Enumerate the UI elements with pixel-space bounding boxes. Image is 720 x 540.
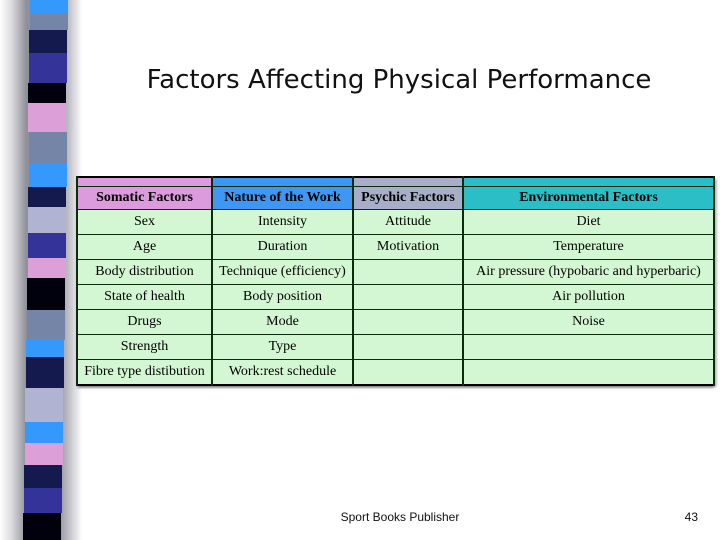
ribbon-block: [29, 163, 67, 187]
table-cell: Motivation: [352, 234, 464, 260]
table-header-row: Somatic Factors Nature of the Work Psychic…: [76, 186, 715, 210]
table-cell: Diet: [462, 209, 715, 235]
table-cell: Type: [211, 334, 354, 360]
table-cell: Work:rest schedule: [211, 359, 354, 386]
table-cell: Air pollution: [462, 284, 715, 310]
page-number: 43: [684, 510, 698, 524]
table-row: Age Duration Motivation Temperature: [76, 234, 715, 260]
strip-cell-col3: [462, 176, 715, 187]
factors-table: Somatic Factors Nature of the Work Psychic…: [76, 176, 715, 386]
ribbon-block: [25, 422, 63, 443]
ribbon-block: [29, 30, 67, 53]
strip-cell-col0: [76, 176, 213, 187]
table-cell: Age: [76, 234, 213, 260]
ribbon-block: [23, 513, 61, 540]
table-body: Somatic Factors Nature of the Work Psychic…: [76, 176, 715, 386]
header-cell-col1: Nature of the Work: [211, 186, 354, 210]
table-cell: Mode: [211, 309, 354, 335]
ribbon-block: [28, 207, 66, 233]
header-cell-col0: Somatic Factors: [76, 186, 213, 210]
table-row: Sex Intensity Attitude Diet: [76, 209, 715, 235]
header-cell-col3: Environmental Factors: [462, 186, 715, 210]
table-cell: Air pressure (hypobaric and hyperbaric): [462, 259, 715, 285]
left-ribbon-shadow: [0, 0, 82, 540]
table-cell: Attitude: [352, 209, 464, 235]
slide-title: Factors Affecting Physical Performance: [146, 65, 652, 95]
table-cell: Technique (efficiency): [211, 259, 354, 285]
table-row: Strength Type: [76, 334, 715, 360]
table-color-strip-row: [76, 176, 715, 187]
table-cell: [352, 359, 464, 386]
ribbon-block: [27, 310, 65, 340]
ribbon-block: [29, 53, 67, 83]
left-decorative-ribbon: [23, 0, 68, 540]
table-row: Body distribution Technique (efficiency) A…: [76, 259, 715, 285]
table-cell: Strength: [76, 334, 213, 360]
footer-text: Sport Books Publisher: [340, 510, 460, 524]
table-cell: [352, 309, 464, 335]
table-row: Drugs Mode Noise: [76, 309, 715, 335]
table-cell: Body position: [211, 284, 354, 310]
strip-cell-col2: [352, 176, 464, 187]
table-cell: Intensity: [211, 209, 354, 235]
ribbon-block: [28, 258, 66, 278]
table-cell: Temperature: [462, 234, 715, 260]
ribbon-block: [30, 0, 68, 13]
table-row: State of health Body position Air pollutio…: [76, 284, 715, 310]
ribbon-block: [24, 465, 62, 488]
table-cell: Body distribution: [76, 259, 213, 285]
table-cell: [352, 284, 464, 310]
ribbon-block: [28, 233, 66, 258]
ribbon-block: [28, 83, 66, 103]
strip-cell-col1: [211, 176, 354, 187]
table-row: Fibre type distibution Work:rest schedule: [76, 359, 715, 386]
ribbon-block: [26, 340, 64, 357]
ribbon-block: [29, 132, 67, 163]
table-cell: [352, 334, 464, 360]
table-cell: Noise: [462, 309, 715, 335]
table-cell: Drugs: [76, 309, 213, 335]
header-cell-col2: Psychic Factors: [352, 186, 464, 210]
ribbon-block: [25, 388, 63, 422]
ribbon-block: [28, 103, 66, 132]
ribbon-block: [25, 443, 63, 465]
ribbon-block: [30, 13, 68, 30]
table-cell: [352, 259, 464, 285]
table-cell: Sex: [76, 209, 213, 235]
table-cell: [462, 334, 715, 360]
ribbon-block: [24, 488, 62, 513]
ribbon-block: [27, 278, 65, 310]
table-cell: Fibre type distibution: [76, 359, 213, 386]
ribbon-block: [28, 187, 66, 207]
table-cell: [462, 359, 715, 386]
table-cell: State of health: [76, 284, 213, 310]
ribbon-block: [26, 357, 64, 388]
table-cell: Duration: [211, 234, 354, 260]
